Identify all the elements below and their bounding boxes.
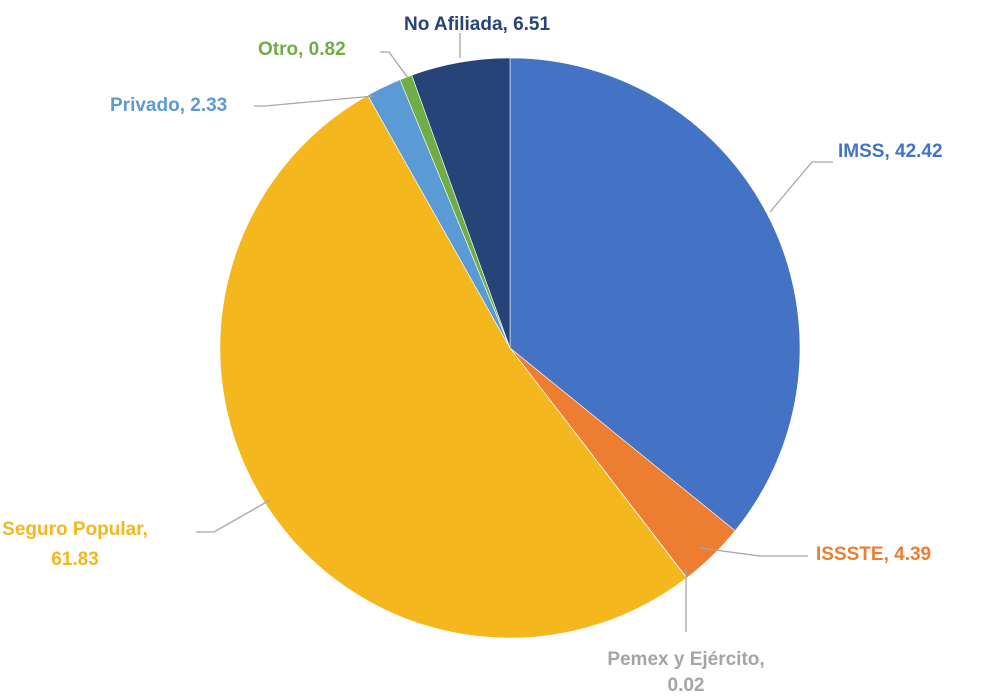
data-label-privado: Privado, 2.33 (110, 95, 227, 116)
data-label-line: Seguro Popular, (2, 519, 148, 540)
data-label-line: Privado, 2.33 (110, 95, 227, 116)
data-labels: IMSS, 42.42 ISSSTE, 4.39 Pemex y Ejército,… (2, 14, 942, 696)
pie-slices (219, 57, 801, 639)
leader-line-privado (254, 95, 375, 107)
data-label-otro: Otro, 0.82 (258, 39, 346, 60)
data-label-line: Pemex y Ejército, (607, 649, 764, 670)
data-label-pemex-y-ejercito: Pemex y Ejército, 0.02 (607, 649, 764, 696)
data-label-line: ISSSTE, 4.39 (816, 544, 931, 565)
data-label-line: No Afiliada, 6.51 (404, 14, 550, 35)
leader-line-seguro-popular (196, 499, 271, 533)
data-label-seguro-popular: Seguro Popular, 61.83 (2, 519, 148, 570)
leader-line-issste (699, 547, 808, 557)
data-label-line: Otro, 0.82 (258, 39, 346, 60)
pie-slice-no-afiliada (411, 57, 511, 349)
leader-line-imss (769, 161, 833, 213)
data-label-line: IMSS, 42.42 (838, 141, 943, 162)
pie-slice-seguro-popular (219, 94, 688, 639)
leader-line-otro (380, 51, 409, 79)
data-label-no-afiliada: No Afiliada, 6.51 (404, 14, 550, 35)
data-label-line: 61.83 (51, 549, 99, 570)
leader-lines (196, 33, 833, 632)
data-label-issste: ISSSTE, 4.39 (816, 544, 931, 565)
pie-slice-imss (509, 57, 801, 532)
data-label-line: 0.02 (668, 675, 705, 696)
data-label-imss: IMSS, 42.42 (838, 141, 943, 162)
